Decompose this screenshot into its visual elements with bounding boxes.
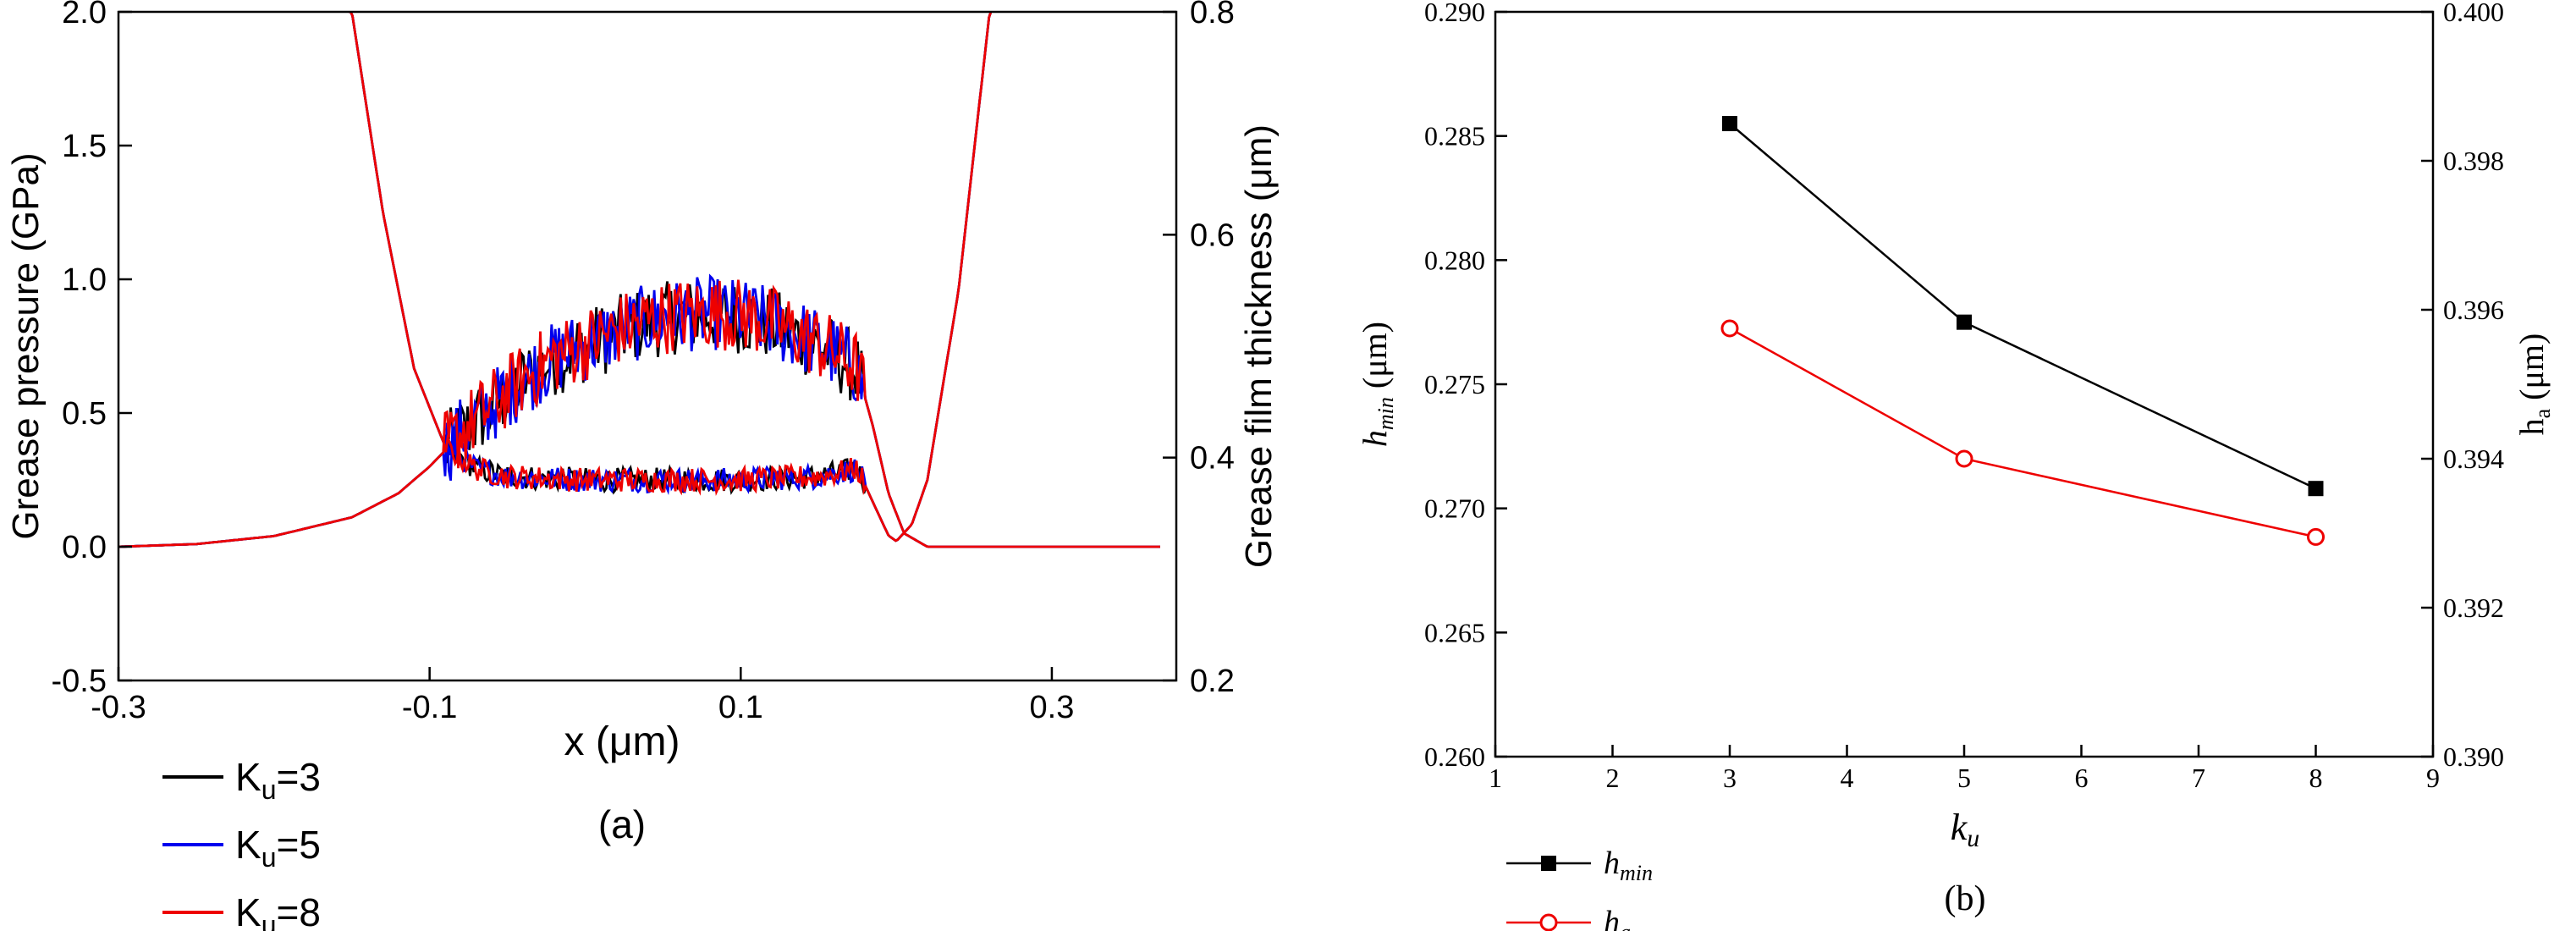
panel-b-label: (b) xyxy=(1945,879,1986,918)
a-y-right-tick-label: 0.6 xyxy=(1190,218,1235,253)
b-y-right-tick-label: 0.394 xyxy=(2443,443,2504,474)
legend-label-ku3: Ku=3 xyxy=(235,755,321,805)
panel-b: 1 2 3 4 5 6 7 8 9 0.260 0.265 0.270 0.275 0.280 0.285 0… xyxy=(1356,0,2555,931)
panel-a-legend: Ku=3 Ku=5 Ku=8 xyxy=(162,755,321,931)
panel-a: -0.3 -0.1 0.1 0.3 -0.5 0.0 0.5 1.0 1.5 2.0 0.2 0.4 0… xyxy=(5,0,1280,931)
thickness-line-ku8 xyxy=(349,12,993,543)
legend-label-ku5: Ku=5 xyxy=(235,823,321,873)
b-y-left-tick-label: 0.260 xyxy=(1424,741,1485,772)
panel-b-data xyxy=(1720,116,2325,546)
b-y-left-tick-label: 0.265 xyxy=(1424,617,1485,647)
panel-b-frame xyxy=(1494,10,2435,758)
point-h_a xyxy=(1720,319,1739,338)
b-x-tick-label: 9 xyxy=(2426,763,2440,793)
a-x-tick-label: 0.3 xyxy=(1030,690,1075,725)
a-y-right-tick-label: 0.2 xyxy=(1190,664,1235,699)
panel-a-data xyxy=(118,12,1160,548)
panel-a-ticks: -0.3 -0.1 0.1 0.3 -0.5 0.0 0.5 1.0 1.5 2.0 0.2 0.4 0… xyxy=(52,0,1235,725)
a-x-tick-label: -0.1 xyxy=(402,690,457,725)
b-x-tick-label: 1 xyxy=(1489,763,1502,793)
b-y-right-tick-label: 0.390 xyxy=(2443,741,2504,772)
point-h_min xyxy=(1957,314,1972,330)
b-x-tick-label: 8 xyxy=(2309,763,2323,793)
b-x-tick-label: 6 xyxy=(2075,763,2089,793)
b-x-tick-label: 7 xyxy=(2192,763,2205,793)
b-y-left-tick-label: 0.280 xyxy=(1424,245,1485,275)
b-y-left-tick-label: 0.270 xyxy=(1424,493,1485,524)
a-y-left-tick-label: 1.5 xyxy=(62,129,107,164)
panel-b-ticks: 1 2 3 4 5 6 7 8 9 0.260 0.265 0.270 0.275 0.280 0.285 0… xyxy=(1424,0,2504,793)
a-y-left-tick-label: 0.5 xyxy=(62,396,107,432)
b-y-right-tick-label: 0.400 xyxy=(2443,0,2504,27)
legend-marker-h_a xyxy=(1539,913,1558,931)
b-y-right-tick-label: 0.396 xyxy=(2443,295,2504,325)
series-line-h_a xyxy=(1729,327,2316,538)
legend-label-h_a: ha xyxy=(1604,905,1631,931)
panel-b-ylabel-right: ha (μm) xyxy=(2513,333,2555,436)
pressure-line-ku8 xyxy=(118,279,1160,548)
point-h_min xyxy=(1722,116,1737,131)
series-line-h_min xyxy=(1729,123,2317,490)
b-y-left-tick-label: 0.285 xyxy=(1424,121,1485,151)
legend-marker-h_min xyxy=(1541,856,1556,871)
b-y-right-tick-label: 0.398 xyxy=(2443,146,2504,176)
point-h_min xyxy=(2308,481,2324,497)
b-y-left-tick-label: 0.275 xyxy=(1424,369,1485,399)
panel-b-ylabel-left: hmin (μm) xyxy=(1356,322,1398,447)
pressure-line-ku5 xyxy=(118,273,1160,548)
point-h_a xyxy=(2307,527,2325,546)
b-x-tick-label: 4 xyxy=(1841,763,1854,793)
panel-a-ylabel-right: Grease film thickness (μm) xyxy=(1238,124,1280,568)
a-y-left-tick-label: -0.5 xyxy=(52,664,107,699)
b-y-right-tick-label: 0.392 xyxy=(2443,592,2504,623)
a-curves xyxy=(118,12,1160,548)
b-x-tick-label: 2 xyxy=(1606,763,1620,793)
panel-b-xlabel: ku xyxy=(1951,807,1980,852)
point-h_a xyxy=(1955,449,1973,468)
a-y-right-tick-label: 0.8 xyxy=(1190,0,1235,30)
b-x-tick-label: 3 xyxy=(1723,763,1737,793)
a-x-tick-label: 0.1 xyxy=(718,690,763,725)
panel-b-legend: hmin ha xyxy=(1506,846,1653,931)
b-y-left-tick-label: 0.290 xyxy=(1424,0,1485,27)
b-x-tick-label: 5 xyxy=(1957,763,1971,793)
a-y-right-tick-label: 0.4 xyxy=(1190,441,1235,477)
a-y-left-tick-label: 0.0 xyxy=(62,530,107,565)
panel-a-ylabel-left: Grease pressure (GPa) xyxy=(5,152,47,539)
legend-label-ku8: Ku=8 xyxy=(235,890,321,931)
panel-a-xlabel: x (μm) xyxy=(564,719,680,764)
legend-label-h_min: hmin xyxy=(1604,846,1653,885)
a-y-left-tick-label: 2.0 xyxy=(62,0,107,30)
panel-a-frame xyxy=(117,10,1178,682)
a-x-tick-label: -0.3 xyxy=(91,690,146,725)
a-y-left-tick-label: 1.0 xyxy=(62,262,107,298)
panel-a-label: (a) xyxy=(598,802,646,846)
